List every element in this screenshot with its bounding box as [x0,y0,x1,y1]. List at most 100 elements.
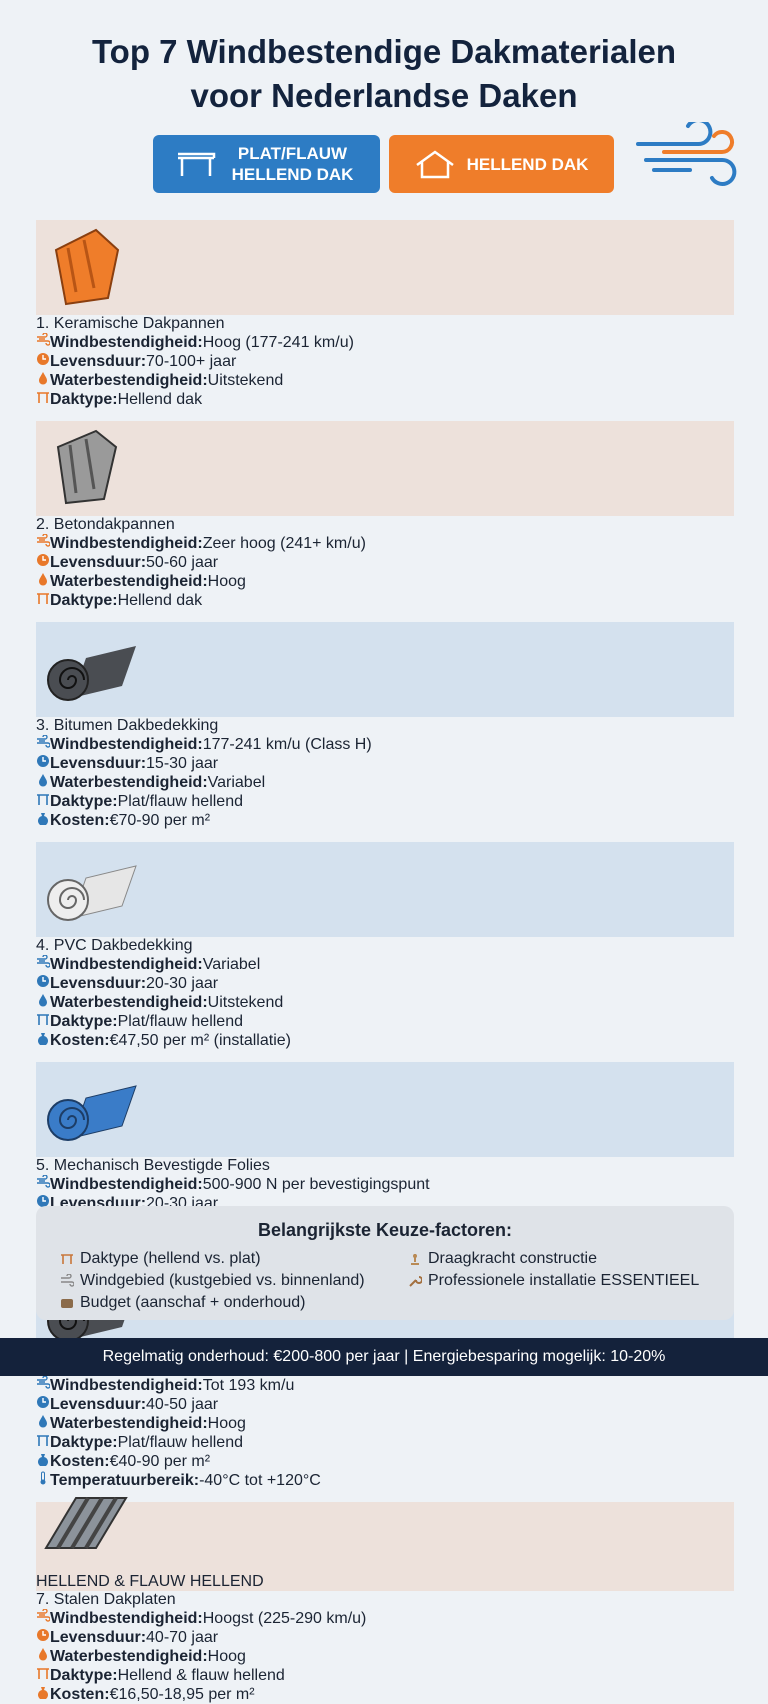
factor-icon [61,1274,74,1287]
house-icon [415,150,454,179]
property-label: Waterbestendigheid: [50,994,208,1011]
page: Top 7 Windbestendige Dakmaterialen voor … [0,30,768,1703]
property-row: Temperatuurbereik:-40°C tot +120°C [36,1471,734,1490]
property-label: Waterbestendigheid: [50,372,208,389]
property-value: €40-90 per m² [109,1453,211,1470]
property-label: Waterbestendigheid: [50,1415,208,1432]
property-label: Waterbestendigheid: [50,774,208,791]
property-value: Hoog [207,1415,246,1432]
row-icon [39,1648,47,1661]
property-label: Levensduur: [50,755,147,772]
property-value: 40-70 jaar [146,1629,219,1646]
material-image [36,1062,734,1157]
row-icon [39,573,47,586]
row-icon [37,392,49,403]
property-value: Plat/flauw hellend [117,1013,243,1030]
property-label: Windbestendigheid: [50,334,203,351]
row-icon [37,1174,51,1188]
material-image: HELLEND & FLAUW HELLEND [36,1496,734,1591]
row-icon [37,1435,49,1446]
property-label: Kosten: [50,812,110,829]
property-value: 177-241 km/u (Class H) [202,736,372,753]
row-icon [39,372,47,385]
material-drawing [54,228,120,306]
row-icon [37,593,49,604]
property-row: Waterbestendigheid:Hoog [36,1647,734,1666]
property-row: Levensduur:40-50 jaar [36,1395,734,1414]
property-row: Windbestendigheid:Zeer hoog (241+ km/u) [36,533,734,553]
material-name: 4. PVC Dakbedekking [36,937,193,954]
property-label: Windbestendigheid: [50,1377,203,1394]
property-row: Levensduur:70-100+ jaar [36,352,734,371]
property-value: 20-30 jaar [146,975,219,992]
property-label: Waterbestendigheid: [50,1648,208,1665]
property-row: Kosten:€16,50-18,95 per m² [36,1685,734,1704]
name-cell: 5. Mechanisch Bevestigde Folies [36,1157,734,1175]
name-cell: 3. Bitumen Dakbedekking [36,717,734,735]
property-value: Zeer hoog (241+ km/u) [202,535,366,552]
property-row: Waterbestendigheid:Variabel [36,773,734,792]
row-icon [39,994,47,1007]
property-value: 70-100+ jaar [146,353,237,370]
factor-icon [61,1254,73,1264]
property-row: Levensduur:50-60 jaar [36,553,734,572]
row-icon [37,332,51,346]
property-label: Levensduur: [50,975,147,992]
row-icon [39,774,47,787]
footer: Regelmatig onderhoud: €200-800 per jaar … [0,1338,768,1376]
material-drawing [47,1085,137,1141]
pitched-roof-button[interactable]: HELLEND DAK [389,135,614,193]
material-drawing [47,865,137,921]
property-row: Waterbestendigheid:Hoog [36,1414,734,1433]
property-row: Windbestendigheid:Tot 193 km/u [36,1375,734,1395]
property-value: €70-90 per m² [109,812,211,829]
row-icon [37,734,51,748]
material-card: 1. Keramische Dakpannen Windbestendigheid… [36,220,734,409]
row-icon [37,755,49,767]
properties: Windbestendigheid:Zeer hoog (241+ km/u) L… [36,533,734,610]
property-label: Levensduur: [50,353,147,370]
property-value: Hoog [207,573,246,590]
factor-icon [61,1299,73,1308]
property-label: Levensduur: [50,554,147,571]
property-value: -40°C tot +120°C [199,1472,321,1489]
title: Top 7 Windbestendige Dakmaterialen voor … [0,30,768,118]
property-row: Levensduur:40-70 jaar [36,1628,734,1647]
property-row: Windbestendigheid:177-241 km/u (Class H) [36,734,734,754]
flat-roof-button[interactable]: PLAT/FLAUW HELLEND DAK [153,135,380,193]
row-icon [37,1396,49,1408]
property-row: Daktype:Hellend dak [36,591,734,610]
factor-text: Budget (aanschaf + onderhoud) [80,1294,306,1311]
image [36,1496,140,1572]
factor-item: Windgebied (kustgebied vs. binnenland) [60,1270,365,1292]
material-image [36,220,734,315]
property-row: Kosten:€70-90 per m² [36,811,734,830]
property-label: Daktype: [50,793,118,810]
factor-text: Draagkracht constructie [428,1250,597,1267]
properties: Windbestendigheid:Hoogst (225-290 km/u) L… [36,1608,734,1704]
property-value: Tot 193 km/u [202,1377,295,1394]
name-cell: 1. Keramische Dakpannen [36,315,734,333]
property-label: Daktype: [50,1434,118,1451]
material-name: 5. Mechanisch Bevestigde Folies [36,1157,270,1174]
property-row: Kosten:€40-90 per m² [36,1452,734,1471]
row-icon [37,353,49,365]
property-label: Windbestendigheid: [50,535,203,552]
property-label: Daktype: [50,391,118,408]
properties: Windbestendigheid:Variabel Levensduur:20-… [36,954,734,1050]
property-row: Kosten:€47,50 per m² (installatie) [36,1031,734,1050]
property-label: Windbestendigheid: [50,1176,203,1193]
material-card: 2. Betondakpannen Windbestendigheid:Zeer … [36,421,734,610]
property-row: Windbestendigheid:Hoog (177-241 km/u) [36,332,734,352]
property-row: Daktype:Plat/flauw hellend [36,1012,734,1031]
property-label: Daktype: [50,592,118,609]
factor-text: Daktype (hellend vs. plat) [80,1250,261,1267]
row-icon [37,1375,51,1389]
row-icon [38,1454,48,1467]
wind-icon [636,122,737,186]
factor-icon [411,1254,419,1265]
row-icon [37,794,49,805]
material-image [36,842,734,937]
property-row: Daktype:Hellend & flauw hellend [36,1666,734,1685]
factors-box: Belangrijkste Keuze-factoren: Daktype (h… [36,1206,734,1320]
